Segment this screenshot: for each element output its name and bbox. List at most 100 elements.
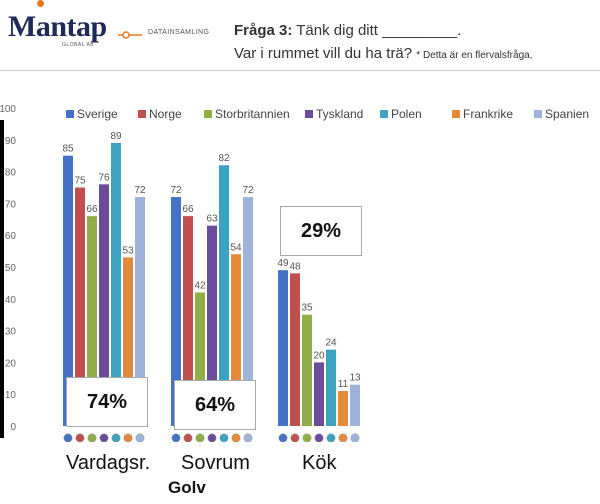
flag-icon xyxy=(171,433,181,442)
bar xyxy=(75,187,85,426)
bar-data-label: 76 xyxy=(98,172,110,183)
bar-data-label: 13 xyxy=(349,373,361,384)
y-tick-label: 10 xyxy=(5,390,17,401)
legend-label: Norge xyxy=(149,107,182,121)
flag-icon xyxy=(87,433,97,442)
bar xyxy=(350,384,360,426)
category-label-kok: Kök xyxy=(302,452,337,474)
flag-icon xyxy=(350,433,360,442)
question-number: Fråga 3: xyxy=(234,22,293,39)
bar xyxy=(171,197,181,426)
bar xyxy=(87,216,97,426)
flag-icon xyxy=(75,433,85,442)
bar xyxy=(314,362,324,426)
logo-subtitle: GLOBAL AB xyxy=(62,42,95,48)
bar xyxy=(219,165,229,426)
flag-icon xyxy=(314,433,324,442)
category-label-vardagsr: Vardagsr. xyxy=(66,452,151,474)
bar-data-label: 48 xyxy=(289,261,301,272)
bar xyxy=(231,254,241,426)
y-tick-label: 80 xyxy=(5,168,17,179)
legend-label: Sverige xyxy=(77,107,118,121)
flag-icon xyxy=(195,433,205,442)
flag-icon xyxy=(219,433,229,442)
bar-data-label: 82 xyxy=(218,153,230,164)
bar xyxy=(207,225,217,426)
total-box-sovrum: 64% xyxy=(174,380,256,430)
question-subtitle: Var i rummet vill du ha trä? * Detta är … xyxy=(234,45,532,62)
bar xyxy=(123,257,133,426)
y-tick-label: 100 xyxy=(0,104,16,115)
bar-data-label: 49 xyxy=(277,258,289,269)
step-label: DATAINSAMLING xyxy=(148,29,210,36)
y-tick-label: 0 xyxy=(10,422,16,433)
logo-dot-icon xyxy=(37,0,44,7)
legend-label: Storbritannien xyxy=(215,107,290,121)
y-tick-label: 70 xyxy=(5,199,17,210)
bar-data-label: 20 xyxy=(313,350,325,361)
bar-data-label: 85 xyxy=(62,144,74,155)
bar-data-label: 42 xyxy=(194,280,206,291)
logo-text: Mantap xyxy=(8,10,107,43)
header: Mantap GLOBAL AB DATAINSAMLING Fråga 3: … xyxy=(0,0,600,70)
bar-chart: 0 10 20 30 40 50 60 70 80 90 100 Sverige Norge Storbr… xyxy=(0,104,589,442)
bar-data-label: 54 xyxy=(230,242,242,253)
legend-swatch xyxy=(380,110,388,118)
y-tick-label: 20 xyxy=(5,358,17,369)
legend-label: Spanien xyxy=(545,107,589,121)
legend-label: Polen xyxy=(391,107,422,121)
left-edge-bar xyxy=(0,120,4,438)
bar xyxy=(135,197,145,426)
flag-icon xyxy=(278,433,288,442)
bar-data-label: 89 xyxy=(110,131,122,142)
y-tick-label: 30 xyxy=(5,327,17,338)
flag-icon xyxy=(231,433,241,442)
bar-data-label: 75 xyxy=(74,176,86,187)
flag-icon xyxy=(338,433,348,442)
bar xyxy=(99,184,109,426)
bar-data-label: 66 xyxy=(86,204,98,215)
question-line2: Var i rummet vill du ha trä? xyxy=(234,45,413,62)
legend-label: Frankrike xyxy=(463,107,513,121)
bar-data-label: 63 xyxy=(206,214,218,225)
flag-icon xyxy=(290,433,300,442)
legend-swatch xyxy=(534,110,542,118)
flag-icon xyxy=(207,433,217,442)
bar xyxy=(63,155,73,426)
y-tick-label: 90 xyxy=(5,136,17,147)
group-label: Golv xyxy=(168,478,206,497)
bar xyxy=(183,216,193,426)
question-text: Tänk dig ditt _________. xyxy=(296,22,462,39)
legend-swatch xyxy=(305,110,313,118)
y-tick-label: 60 xyxy=(5,231,17,242)
bar-data-label: 72 xyxy=(242,185,254,196)
bar-data-label: 53 xyxy=(122,245,134,256)
flag-icon xyxy=(63,433,73,442)
bar xyxy=(290,273,300,426)
legend-swatch xyxy=(452,110,460,118)
flag-icon xyxy=(135,433,145,442)
question-note: * Detta är en flervalsfråga, xyxy=(416,50,533,61)
legend-swatch xyxy=(66,110,74,118)
total-box-kok: 29% xyxy=(280,206,362,256)
question-title: Fråga 3: Tänk dig ditt _________. xyxy=(234,22,461,39)
flag-icon xyxy=(326,433,336,442)
bar-data-label: 72 xyxy=(134,185,146,196)
flag-icon xyxy=(183,433,193,442)
total-box-vardagsr: 74% xyxy=(66,377,148,427)
legend-label: Tyskland xyxy=(316,107,363,121)
brand-logo: Mantap xyxy=(8,10,107,44)
bar xyxy=(243,197,253,426)
flag-icon xyxy=(111,433,121,442)
y-tick-label: 40 xyxy=(5,295,17,306)
bar-data-label: 35 xyxy=(301,303,313,314)
bar xyxy=(195,292,205,426)
bar xyxy=(338,391,348,426)
bar xyxy=(278,270,288,426)
flag-icon xyxy=(302,433,312,442)
bar-data-label: 72 xyxy=(170,185,182,196)
flag-icon xyxy=(99,433,109,442)
header-divider xyxy=(0,70,600,71)
flag-icon xyxy=(123,433,133,442)
bar xyxy=(326,349,336,426)
